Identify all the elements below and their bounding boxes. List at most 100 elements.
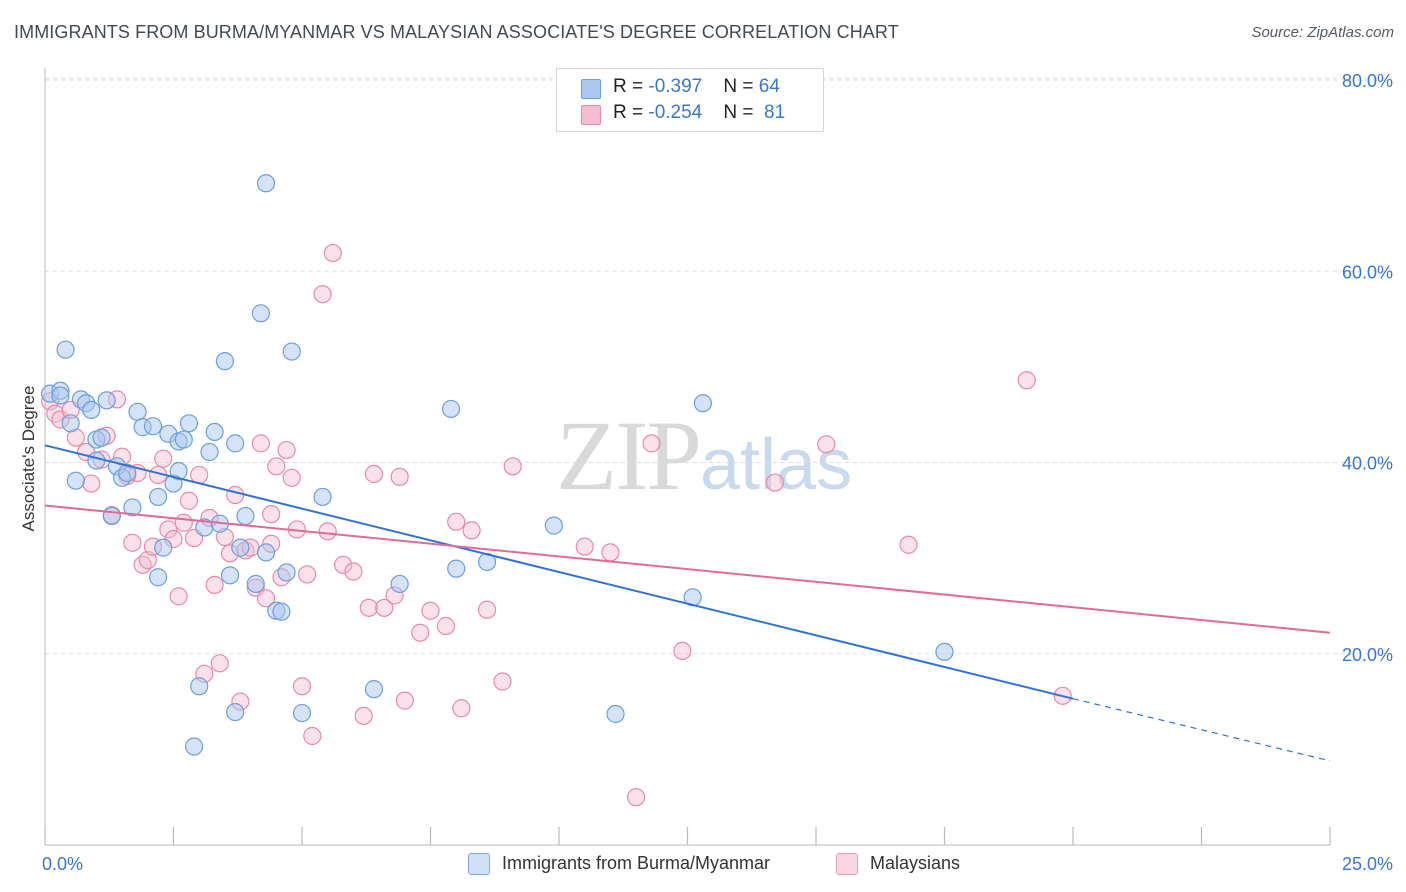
burma-point xyxy=(606,704,625,724)
burma-point xyxy=(313,487,332,507)
burma-point xyxy=(148,568,168,587)
malaysians-point xyxy=(334,555,353,574)
malaysians-point xyxy=(256,589,276,608)
legend-label-malaysians: Malaysians xyxy=(870,853,961,873)
tick-labels: 20.0% 40.0% 60.0% 80.0% 0.0% 25.0% Associate's… xyxy=(19,71,1393,874)
legend-label-burma: Immigrants from Burma/Myanmar xyxy=(502,853,771,873)
malaysians-point xyxy=(282,468,301,487)
n-label: N = xyxy=(723,102,759,123)
burma-point xyxy=(277,563,296,582)
burma-point xyxy=(200,442,219,462)
malaysians-point xyxy=(323,243,342,263)
malaysians-point xyxy=(154,449,173,468)
malaysians-point xyxy=(292,677,312,696)
watermark-zip: ZIP xyxy=(556,400,702,511)
burma-point xyxy=(179,414,199,433)
malaysians-point xyxy=(267,457,286,476)
burma-point xyxy=(390,574,409,594)
malaysians-point xyxy=(673,641,692,660)
malaysians-point xyxy=(503,457,522,476)
burma-point xyxy=(231,538,250,557)
r-label: R = xyxy=(613,102,649,123)
burma-point xyxy=(205,422,224,441)
n-value-burma: 64 xyxy=(758,76,780,97)
burma-point xyxy=(256,174,276,193)
malaysians-point xyxy=(123,533,142,552)
burma-point xyxy=(56,340,75,359)
malaysians-point xyxy=(262,505,281,524)
chart-title: IMMIGRANTS FROM BURMA/MYANMAR VS MALAYSI… xyxy=(14,22,899,42)
y-tick-label: 60.0% xyxy=(1342,262,1393,282)
burma-point xyxy=(148,487,168,507)
burma-point xyxy=(441,399,461,419)
burma-point xyxy=(169,462,188,481)
y-axis-title: Associate's Degree xyxy=(19,386,38,532)
burma-point xyxy=(184,737,204,756)
burma-point xyxy=(87,451,106,470)
malaysians-point xyxy=(359,598,378,617)
burma-trend-extension xyxy=(1072,698,1331,762)
malaysians-point xyxy=(493,672,512,691)
malaysians-point xyxy=(210,654,229,673)
malaysians-point xyxy=(159,520,178,539)
malaysians-point xyxy=(575,537,594,556)
x-tick-label-min: 0.0% xyxy=(42,854,83,874)
malaysians-point xyxy=(226,485,245,505)
malaysians-point xyxy=(82,474,101,493)
burma-point xyxy=(102,506,121,526)
malaysians-point xyxy=(477,600,497,619)
malaysians-swatch xyxy=(581,105,601,125)
burma-point xyxy=(272,602,291,621)
malaysians-point xyxy=(601,543,620,562)
malaysians-point xyxy=(174,513,193,532)
burma-point xyxy=(236,506,255,526)
n-value-malaysians: 81 xyxy=(764,102,786,123)
malaysians-point xyxy=(626,788,646,807)
burma-point xyxy=(92,428,111,447)
burma-point xyxy=(154,538,173,557)
burma-point xyxy=(246,574,265,594)
r-value-burma: -0.397 xyxy=(648,76,703,97)
watermark-atlas: atlas xyxy=(700,425,853,505)
malaysians-trend-line xyxy=(44,504,1331,634)
burma-points xyxy=(41,174,954,756)
y-tick-label: 40.0% xyxy=(1342,454,1393,474)
legend-swatch-malaysians xyxy=(836,853,858,875)
malaysians-point xyxy=(298,565,317,584)
malaysians-point xyxy=(354,706,373,726)
malaysians-point xyxy=(395,691,414,710)
y-tick-label: 20.0% xyxy=(1342,645,1393,665)
malaysians-point xyxy=(313,285,332,304)
gridlines xyxy=(45,77,1392,655)
burma-point xyxy=(190,677,209,696)
malaysians-point xyxy=(462,521,481,540)
malaysians-point xyxy=(421,601,440,620)
burma-swatch xyxy=(581,79,601,99)
n-label: N = xyxy=(723,76,759,97)
burma-point xyxy=(174,430,193,449)
burma-point xyxy=(143,417,163,436)
burma-point xyxy=(693,394,713,413)
burma-point xyxy=(118,463,137,483)
burma-point xyxy=(226,702,245,722)
burma-point xyxy=(251,304,270,323)
malaysians-point xyxy=(765,473,784,492)
burma-point xyxy=(123,498,142,517)
malaysians-point xyxy=(436,616,456,636)
malaysians-point xyxy=(411,623,430,642)
malaysians-point xyxy=(364,464,384,484)
malaysians-point xyxy=(179,491,199,510)
burma-point xyxy=(292,703,312,723)
r-label: R = xyxy=(613,76,649,97)
axes xyxy=(44,68,1331,846)
malaysians-point xyxy=(447,512,466,531)
malaysians-point xyxy=(452,699,471,718)
malaysians-point xyxy=(318,522,337,541)
malaysians-point xyxy=(251,434,270,453)
malaysians-point xyxy=(169,587,188,606)
burma-point xyxy=(364,680,384,699)
malaysians-point xyxy=(344,562,363,581)
r-value-malaysians: -0.254 xyxy=(648,102,703,123)
burma-point xyxy=(282,342,301,361)
